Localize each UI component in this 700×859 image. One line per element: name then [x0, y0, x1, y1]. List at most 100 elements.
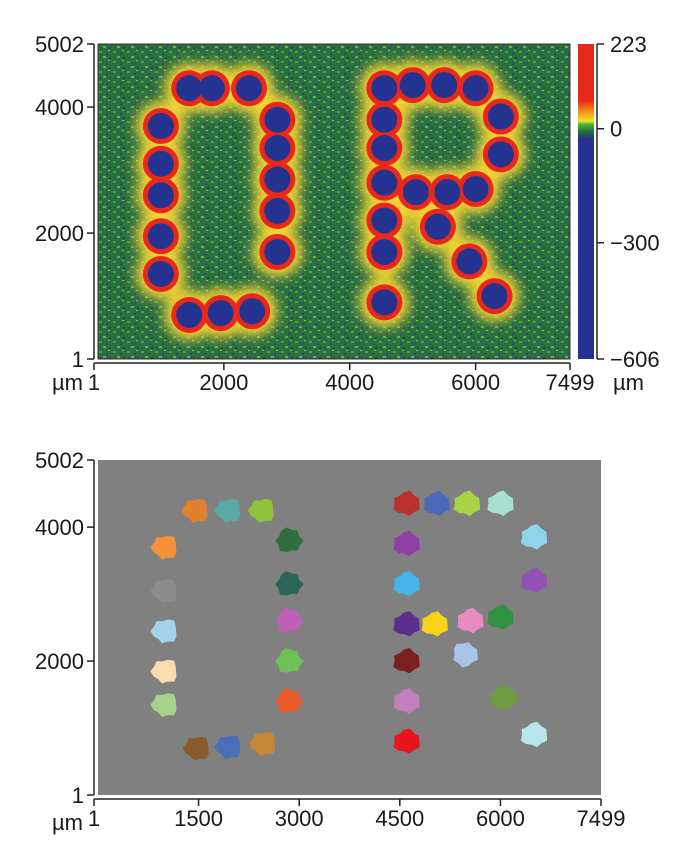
y-axis-ticks-2: 5002 4000 2000 1: [35, 448, 94, 808]
segmented-blob: [393, 688, 420, 714]
segmented-blob: [453, 490, 481, 516]
dot-core: [147, 113, 174, 140]
segmented-blob: [150, 579, 177, 603]
dot-core: [371, 169, 398, 196]
segmented-blob: [520, 721, 548, 748]
segmented-blob: [214, 735, 241, 760]
segmented-blob: [275, 527, 304, 552]
segmented-blob: [150, 535, 177, 560]
x-axis-unit: µm: [52, 370, 83, 395]
colorbar-tick-label: 223: [610, 32, 647, 57]
x-tick-label-2: 1: [88, 806, 100, 831]
x-axis-ticks: 1 2000 4000 6000 7499: [88, 363, 595, 395]
segmented-blob: [150, 693, 177, 717]
height-map-frame: [97, 43, 571, 360]
dot-core: [462, 175, 489, 202]
dot-core: [399, 72, 426, 99]
dot-core: [371, 106, 398, 133]
segmented-blob: [421, 611, 448, 637]
segmented-blob: [453, 642, 478, 668]
dot-core: [147, 261, 174, 288]
colorbar-tick-label: −606: [610, 347, 660, 372]
y-axis-ticks: 5002 4000 2000 1: [35, 32, 94, 372]
height-map-panel: 5002 4000 2000 1 1 2000 4000 6000 7499 µm 223 0 −…: [35, 32, 660, 395]
segmented-blob: [393, 571, 420, 597]
x-tick-label: 2000: [199, 370, 248, 395]
segmented-blob: [487, 604, 514, 630]
colorbar-tick-label: 0: [610, 117, 622, 142]
segmented-blob: [487, 490, 514, 516]
segmented-blob: [249, 732, 276, 756]
dot-core-layer: [147, 72, 514, 328]
y-tick-label-2: 4000: [35, 515, 84, 540]
x-axis-unit-2: µm: [52, 810, 83, 835]
dot-core: [371, 238, 398, 265]
colorbar-tick-label: −300: [610, 231, 660, 256]
segmented-blob: [457, 607, 484, 634]
x-tick-label-2: 4500: [375, 806, 424, 831]
x-tick-label: 1: [88, 370, 100, 395]
segmented-blob: [490, 684, 517, 711]
dot-core: [371, 135, 398, 162]
blob-layer: [150, 490, 548, 761]
segmentation-background: [98, 460, 601, 795]
segmented-blob: [393, 530, 420, 557]
dot-core: [487, 103, 514, 130]
colorbar: [578, 44, 594, 359]
segmented-blob: [275, 571, 304, 596]
y-tick-label: 2000: [35, 221, 84, 246]
segmented-blob: [150, 659, 177, 684]
segmented-blob: [423, 490, 450, 516]
dot-core: [487, 141, 514, 168]
segmented-blob: [275, 648, 304, 673]
dot-core: [264, 135, 291, 162]
dot-core: [424, 213, 451, 240]
y-tick-label: 5002: [35, 32, 84, 57]
dot-core: [434, 179, 461, 206]
segmented-blob: [182, 736, 209, 761]
dot-core: [371, 289, 398, 316]
x-tick-label-2: 7499: [577, 806, 626, 831]
x-tick-label: 4000: [325, 370, 374, 395]
colorbar-unit: µm: [613, 370, 644, 395]
y-tick-label-2: 1: [72, 783, 84, 808]
dot-core: [198, 75, 225, 102]
dot-core: [176, 301, 203, 328]
dot-core: [462, 75, 489, 102]
dot-core: [147, 223, 174, 250]
dot-core: [207, 300, 234, 327]
dot-core: [147, 150, 174, 177]
colorbar-ticks: 223 0 −300 −606: [597, 32, 660, 372]
x-tick-label-2: 3000: [275, 806, 324, 831]
segmented-blob: [393, 490, 420, 516]
dot-core: [236, 75, 263, 102]
segmented-blob: [214, 498, 241, 523]
segmented-blob: [275, 688, 304, 713]
segmented-blob: [150, 619, 177, 644]
dot-core: [371, 75, 398, 102]
dot-core: [264, 106, 291, 133]
x-tick-label-2: 6000: [476, 806, 525, 831]
y-tick-label: 1: [72, 347, 84, 372]
x-tick-label: 7499: [546, 370, 595, 395]
y-tick-label-2: 5002: [35, 448, 84, 473]
segmented-blob: [520, 524, 548, 550]
dot-core: [481, 283, 508, 310]
segmented-blob: [247, 498, 274, 523]
dot-core: [147, 182, 174, 209]
x-tick-label-2: 1500: [174, 806, 223, 831]
segmentation-panel: 5002 4000 2000 1 1 1500 3000 4500 6000 7499 µm: [35, 448, 625, 835]
dot-core: [239, 298, 266, 325]
segmented-blob: [275, 607, 304, 633]
segmented-blob: [181, 498, 208, 523]
x-tick-label: 6000: [451, 370, 500, 395]
dot-core: [264, 238, 291, 265]
x-axis-ticks-2: 1 1500 3000 4500 6000 7499: [88, 799, 626, 831]
dot-core: [264, 166, 291, 193]
dot-core: [456, 248, 483, 275]
dot-core: [371, 207, 398, 234]
segmented-blob: [520, 567, 548, 593]
segmented-blob: [393, 728, 420, 754]
dot-core: [176, 75, 203, 102]
